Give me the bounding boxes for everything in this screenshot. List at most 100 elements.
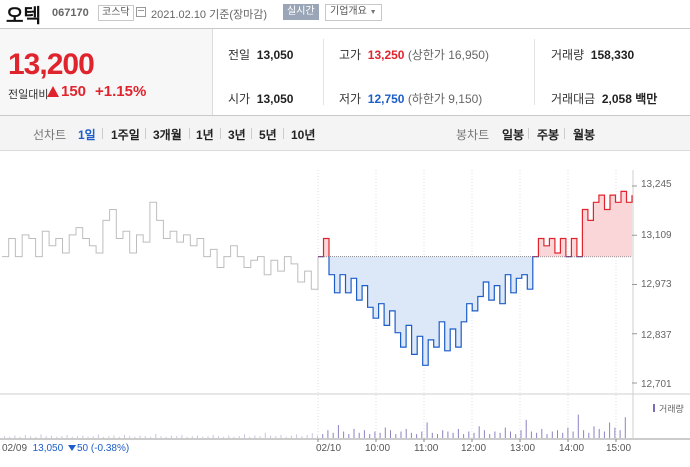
volume-bar [525,419,527,438]
volume-bar [259,436,261,438]
prev-day-date: 02/09 [2,443,28,454]
x-tick-label: 10:00 [365,443,391,454]
tab-1d[interactable]: 1일 [78,128,96,142]
divider [145,128,146,139]
volume-bar [405,428,407,438]
tab-weekly[interactable]: 주봉 [537,128,560,142]
volume-bar [536,432,538,438]
market-badge: 코스닥 [98,5,134,21]
tab-1w[interactable]: 1주일 [111,128,140,142]
stock-header: 오텍 067170 코스닥 2021.02.10 기준(장마감) 실시간 기업개… [0,0,690,28]
volume-bar [66,435,68,438]
x-tick-label: 15:00 [606,443,632,454]
volume-bar [217,436,219,438]
volume-bar [35,436,37,438]
volume-bar [103,436,105,438]
volume-bar [51,435,52,438]
price-line-down [318,256,583,366]
y-tick-label: 13,245 [641,179,672,190]
volume-value: 158,330 [590,48,635,62]
volume-bar [609,422,611,438]
realtime-button[interactable]: 실시간 [283,4,319,20]
trade-amount: 거래대금 2,058 백만 [551,90,657,107]
volume-bar [56,436,58,438]
volume-bar [124,435,125,438]
volume-bar [468,431,470,438]
volume-bar [619,430,621,438]
volume-bar [416,434,418,438]
volume-bar [207,436,209,438]
volume-bar [134,436,136,438]
volume-bar [624,417,626,438]
lower-limit: (하한가 9,150) [407,92,483,106]
volume-bar [572,431,574,438]
volume-bar [233,436,235,438]
volume-bar [520,430,522,438]
volume-bar [223,436,225,438]
stock-code: 067170 [52,7,89,19]
volume-bar [296,434,298,438]
low-value: 12,750 [367,92,405,106]
candle-chart-label: 봉차트 [456,128,490,142]
volume-bar [322,434,324,438]
volume-bar [369,434,371,438]
high-price: 고가 13,250 (상한가 16,950) [339,46,489,63]
volume-bar [473,432,475,438]
tab-monthly[interactable]: 월봉 [573,128,596,142]
volume-legend: 거래량 [653,404,684,414]
tab-1y[interactable]: 1년 [196,128,214,142]
line-chart-label: 선차트 [33,128,67,142]
company-info-dropdown[interactable]: 기업개요 ▼ [325,4,382,21]
volume-bar [87,436,89,438]
prev-day-change: 50 [76,443,89,454]
tab-5y[interactable]: 5년 [259,128,277,142]
volume-bar [478,426,480,438]
divider [283,128,284,139]
volume-bar [264,432,266,438]
tab-3y[interactable]: 3년 [228,128,246,142]
current-price: 13,200 [8,48,95,81]
chart-tabs: 선차트 1일 1주일 3개월 1년 3년 5년 10년 봉차트 일봉 주봉 월봉 [0,116,690,151]
volume-bar [82,435,84,438]
volume-bar [244,434,245,438]
volume-bar [337,425,339,438]
low-price: 저가 12,750 (하한가 9,150) [339,90,482,107]
amount-label: 거래대금 [551,92,596,106]
price-box: 13,200 전일대비 150 +1.15% [0,29,213,115]
up-area [318,191,632,257]
volume-bar [546,434,548,438]
volume-bar [483,430,485,438]
high-value: 13,250 [367,48,405,62]
volume-bar [4,436,5,438]
x-tick-label: 12:00 [461,443,487,454]
prev-close-label: 전일 [228,48,251,62]
quote-summary: 13,200 전일대비 150 +1.15% 전일 13,050 시가 13,0… [0,28,690,116]
divider [528,128,529,139]
volume-bar [40,434,42,438]
tab-3m[interactable]: 3개월 [153,128,182,142]
volume-bar [583,430,585,438]
prev-day-summary: 02/09 13,050 50 (-0.38%) [2,443,129,454]
amount-value: 2,058 [601,92,632,106]
change-value: 150 [61,83,87,100]
volume-bar [30,436,32,438]
volume-bar [113,435,115,438]
amount-unit: 백만 [635,92,658,106]
y-tick-label: 12,973 [641,279,672,290]
volume-bar [426,422,428,438]
volume-bar [9,436,11,438]
volume-bar [24,435,26,438]
volume-bar [306,435,308,438]
price-chart[interactable]: 13,245 13,109 12,973 12,837 12,701 거래량 0… [0,150,690,462]
volume-bar [598,428,600,438]
volume-bar [577,414,579,438]
tab-daily[interactable]: 일봉 [502,128,525,142]
volume-bar [530,431,532,438]
up-arrow-icon [47,86,59,97]
prev-day-line [2,201,319,290]
volume-bar [19,436,21,438]
volume-bar [332,432,334,438]
divider [323,39,324,105]
tab-10y[interactable]: 10년 [291,128,316,142]
open-price: 시가 13,050 [228,90,293,107]
